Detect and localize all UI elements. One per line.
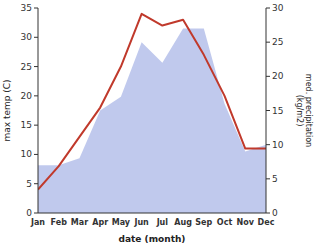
y-tick-label: 10 — [21, 149, 33, 159]
y2-tick — [266, 42, 270, 43]
y2-tick-label: 10 — [272, 140, 284, 150]
precip-area — [38, 29, 266, 214]
y2-axis-label-line: med. precipitation — [304, 74, 313, 147]
y-tick-label: 30 — [21, 32, 33, 42]
x-tick-label: Oct — [217, 218, 233, 227]
x-tick-label: May — [112, 218, 131, 227]
y-tick-label: 25 — [21, 62, 32, 72]
y2-tick — [266, 76, 270, 77]
y-tick — [34, 66, 38, 67]
x-tick-label: Mar — [71, 218, 88, 227]
y-tick-label: 35 — [21, 3, 32, 13]
x-tick-label: Jun — [133, 218, 149, 227]
y-tick — [34, 95, 38, 96]
y-tick-label: 0 — [26, 208, 32, 218]
x-axis-label: date (month) — [119, 234, 186, 244]
y-tick — [34, 183, 38, 184]
y-axis-line — [38, 8, 39, 213]
y-tick-label: 5 — [26, 179, 32, 189]
y2-axis-label-line: (kg/m2) — [295, 95, 304, 127]
y-tick — [34, 37, 38, 38]
chart: 0 5 10 15 20 25 30 35 0 5 10 15 20 25 30 Jan FebMar Apr Ma… — [0, 0, 318, 247]
y2-tick-label: 5 — [272, 174, 278, 184]
y2-tick — [266, 110, 270, 111]
x-tick-label: Nov — [237, 218, 255, 227]
y2-tick — [266, 213, 270, 214]
y2-axis-label: med. precipitation(kg/m2) — [295, 74, 313, 147]
x-tick-label: Jan — [30, 218, 45, 227]
y2-tick-label: 15 — [272, 106, 283, 116]
y2-tick-label: 30 — [272, 3, 284, 13]
plot-area — [38, 14, 266, 213]
x-tick-label: Jul — [156, 218, 169, 227]
y-tick — [34, 125, 38, 126]
y-tick — [34, 213, 38, 214]
x-axis-line — [38, 213, 266, 214]
x-tick-label: Feb — [51, 218, 68, 227]
y-tick — [34, 154, 38, 155]
y-tick — [34, 8, 38, 9]
temp-line — [38, 14, 266, 190]
y2-tick — [266, 144, 270, 145]
x-tick-label: Sep — [195, 218, 212, 227]
y2-tick — [266, 178, 270, 179]
x-tick-label: Dec — [258, 218, 275, 227]
y2-tick — [266, 8, 270, 9]
y2-tick-label: 0 — [272, 208, 278, 218]
y2-tick-label: 20 — [272, 71, 284, 81]
y-tick-label: 20 — [21, 91, 33, 101]
x-tick-label: Apr — [92, 218, 108, 227]
x-tick-label: Aug — [174, 218, 192, 227]
y2-tick-label: 25 — [272, 37, 283, 47]
y-tick-label: 15 — [21, 120, 32, 130]
y-axis-label: max temp (C) — [2, 79, 12, 141]
